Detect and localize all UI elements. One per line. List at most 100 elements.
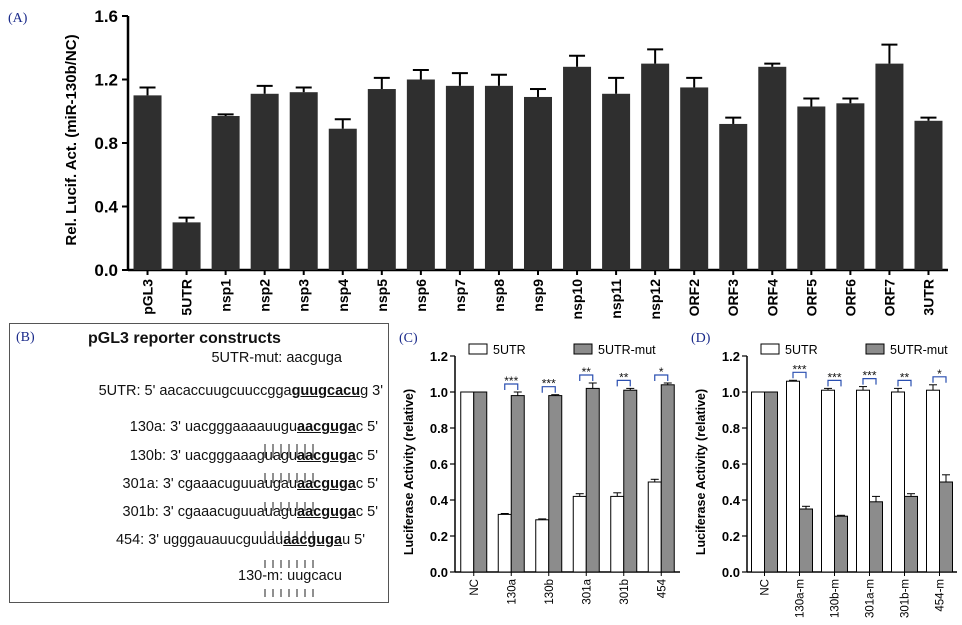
panel-c-letter: (C) [399, 331, 418, 346]
chart-a-x-tick-label: nsp7 [452, 279, 468, 312]
chart-a-y-tick-label: 0.0 [94, 261, 118, 280]
seq-seed-region: aacguga [297, 476, 356, 492]
chart-c-bar [647, 481, 662, 573]
chart-a-x-tick-label: ORF6 [842, 279, 858, 317]
chart-a-bar [484, 85, 513, 270]
chart-c-bar [572, 495, 587, 573]
chart-c-legend-swatch [468, 343, 488, 355]
chart-c-significance-label: ** [582, 365, 592, 379]
seq-seed-region: aacguga [297, 419, 356, 435]
chart-c-bar [497, 513, 512, 573]
chart-a-x-tick-label: ORF7 [881, 279, 897, 317]
chart-d-bar [856, 389, 870, 573]
chart-a-x-tick-label: nsp5 [374, 279, 390, 312]
chart-d-x-tick-label: 301b-m [900, 579, 912, 618]
chart-a: (A) Rel. Lucif. Act. (miR-130b/NC) 0.0 0.… [8, 7, 948, 320]
chart-d-bar [926, 389, 940, 573]
chart-a-x-tick-label: ORF5 [803, 279, 819, 317]
seq-text: 5UTR: 5' aacaccuugcuuccgga [98, 383, 292, 399]
chart-d-bar [834, 515, 848, 573]
chart-c-significance-bracket [654, 374, 669, 381]
chart-a-y-tick-label: 1.6 [94, 7, 118, 26]
chart-c-x-tick-label: 301b [619, 579, 631, 605]
chart-a-bar [602, 93, 631, 270]
chart-c-bar [473, 391, 488, 573]
chart-c-significance-bracket [504, 383, 519, 390]
chart-d-ylabel: Luciferase Activity (relative) [694, 389, 708, 555]
chart-c-bar [585, 387, 600, 573]
chart-d: (D) Luciferase Activity (relative) 0.0 0.… [691, 331, 957, 618]
seq-text: c 5' [355, 448, 378, 464]
seq-text: c 5' [355, 476, 378, 492]
chart-d-y-tick-label: 0.0 [722, 565, 740, 580]
chart-a-bar [641, 63, 670, 270]
chart-a-bar [133, 95, 162, 270]
chart-c-y-tick-label: 0.0 [430, 565, 448, 580]
chart-a-ylabel: Rel. Lucif. Act. (miR-130b/NC) [63, 34, 80, 245]
seq-text: 454: 3' ugggauauucguuau [115, 532, 284, 548]
chart-d-y-tick-label: 0.8 [722, 421, 740, 436]
chart-a-bar [172, 222, 201, 270]
chart-d-x-tick-label: 301a-m [865, 579, 877, 618]
chart-d-bar [939, 481, 953, 573]
chart-a-x-tick-label: 3UTR [920, 279, 936, 316]
chart-a-bar [875, 63, 904, 270]
sequence-panel-title: pGL3 reporter constructs [88, 330, 281, 347]
chart-a-bar [563, 66, 592, 270]
seq-text: 130-m: uugcacu [238, 568, 342, 584]
seq-line-454: 454: 3' ugggauauucguuauaacgugau 5' [116, 532, 365, 548]
seq-text: 130b: 3' uacgggaaaguagu [129, 448, 298, 464]
seq-line-5utr-mut: 5UTR-mut: aacguga [211, 350, 342, 366]
chart-a-x-tick-label: ORF2 [686, 279, 702, 317]
seq-text: 130a: 3' uacgggaaaauugu [129, 419, 298, 435]
chart-d-x-tick-label: 454-m [935, 579, 947, 612]
chart-d-bar [751, 391, 765, 573]
panel-a-letter: (A) [8, 11, 28, 26]
seq-text: g 3' [360, 383, 383, 399]
chart-c: (C) Luciferase Activity (relative) 0.0 0.… [399, 331, 680, 605]
chart-a-bar [797, 106, 826, 270]
chart-a-x-tick-label: 5UTR [179, 279, 195, 316]
chart-c-x-tick-label: 301a [581, 578, 593, 604]
chart-c-significance-bracket [616, 379, 631, 387]
chart-a-x-tick-label: nsp3 [296, 279, 312, 312]
chart-c-x-tick-label: 130b [544, 579, 556, 605]
chart-c-x-tick-label: 454 [656, 578, 668, 598]
chart-c-significance-label: ** [619, 370, 629, 384]
chart-c-bar [660, 384, 675, 573]
chart-a-x-tick-label: nsp10 [569, 279, 585, 320]
panel-d-letter: (D) [691, 331, 711, 346]
seq-text: 5UTR-mut: aacguga [211, 350, 342, 366]
chart-a-bar [719, 123, 748, 270]
chart-d-significance-bracket [792, 371, 807, 379]
seq-line-5utr: 5UTR: 5' aacaccuugcuuccggaguugcacug 3' [99, 383, 383, 399]
chart-a-bar [680, 87, 709, 270]
seq-text: c 5' [355, 504, 378, 520]
chart-d-legend-swatch [760, 343, 780, 355]
chart-d-significance-label: * [937, 367, 942, 381]
chart-a-x-tick-label: pGL3 [140, 279, 156, 315]
chart-a-x-tick-label: nsp6 [413, 279, 429, 312]
seq-line-130b: 130b: 3' uacgggaaaguaguaacgugac 5' [130, 448, 378, 464]
seq-seed-region: aacguga [297, 448, 356, 464]
seq-line-130-m: 130-m: uugcacu [238, 568, 342, 584]
chart-d-y-tick-label: 1.2 [722, 349, 740, 364]
chart-d-significance-bracket [827, 379, 842, 387]
chart-a-bar [367, 89, 396, 271]
chart-d-y-tick-label: 0.6 [722, 457, 740, 472]
chart-c-legend-label: 5UTR [493, 343, 526, 357]
chart-d-legend-swatch [865, 343, 885, 355]
chart-a-x-tick-label: nsp4 [335, 279, 351, 312]
seq-seed-region: aacguga [283, 532, 343, 548]
seq-line-130a: 130a: 3' uacgggaaaauuguaacgugac 5' [130, 419, 378, 435]
chart-c-y-tick-label: 0.8 [430, 421, 448, 436]
chart-d-bar [786, 380, 800, 573]
chart-d-bar [764, 391, 778, 573]
chart-c-bar [510, 395, 525, 573]
chart-a-x-tick-label: nsp9 [530, 279, 546, 312]
chart-c-x-tick-label: NC [469, 579, 481, 596]
chart-a-x-tick-label: ORF3 [725, 279, 741, 317]
chart-c-ylabel: Luciferase Activity (relative) [402, 389, 416, 555]
chart-a-x-tick-label: nsp12 [647, 279, 663, 320]
chart-a-x-tick-label: nsp8 [491, 279, 507, 312]
